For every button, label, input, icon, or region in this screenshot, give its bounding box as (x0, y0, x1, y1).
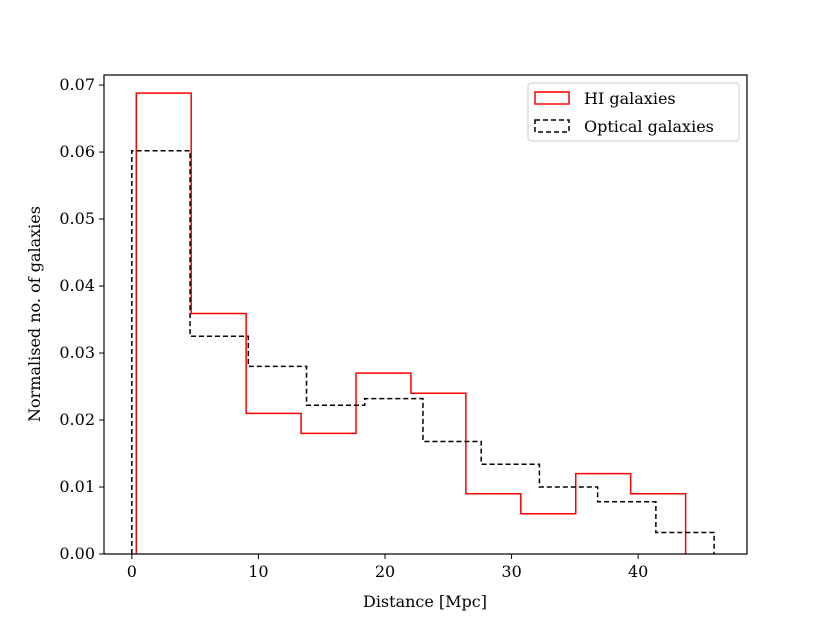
x-tick-label: 0 (127, 562, 137, 581)
legend-box (527, 82, 740, 142)
y-tick-label: 0.04 (59, 276, 95, 295)
y-tick-label: 0.07 (59, 75, 95, 94)
y-tick-label: 0.05 (59, 209, 95, 228)
y-tick-label: 0.06 (59, 142, 95, 161)
y-tick-label: 0.01 (59, 477, 95, 496)
series-optical-step-line (131, 149, 715, 554)
axes-frame (103, 74, 748, 555)
series-hi-step-line (135, 92, 687, 554)
legend-label-hi: HI galaxies (584, 89, 676, 108)
y-tick-label: 0.03 (59, 343, 95, 362)
x-tick-label: 40 (628, 562, 648, 581)
legend-label-optical: Optical galaxies (584, 117, 714, 136)
y-tick-label: 0.00 (59, 544, 95, 563)
legend: HI galaxies Optical galaxies (527, 82, 740, 142)
x-tick-label: 10 (248, 562, 268, 581)
legend-swatch-optical (534, 119, 570, 133)
x-tick-label: 20 (375, 562, 395, 581)
x-tick-label: 30 (501, 562, 521, 581)
legend-swatch-hi (534, 91, 570, 105)
y-axis-label: Normalised no. of galaxies (25, 206, 44, 422)
y-tick-label: 0.02 (59, 410, 95, 429)
x-axis-label: Distance [Mpc] (363, 592, 487, 611)
